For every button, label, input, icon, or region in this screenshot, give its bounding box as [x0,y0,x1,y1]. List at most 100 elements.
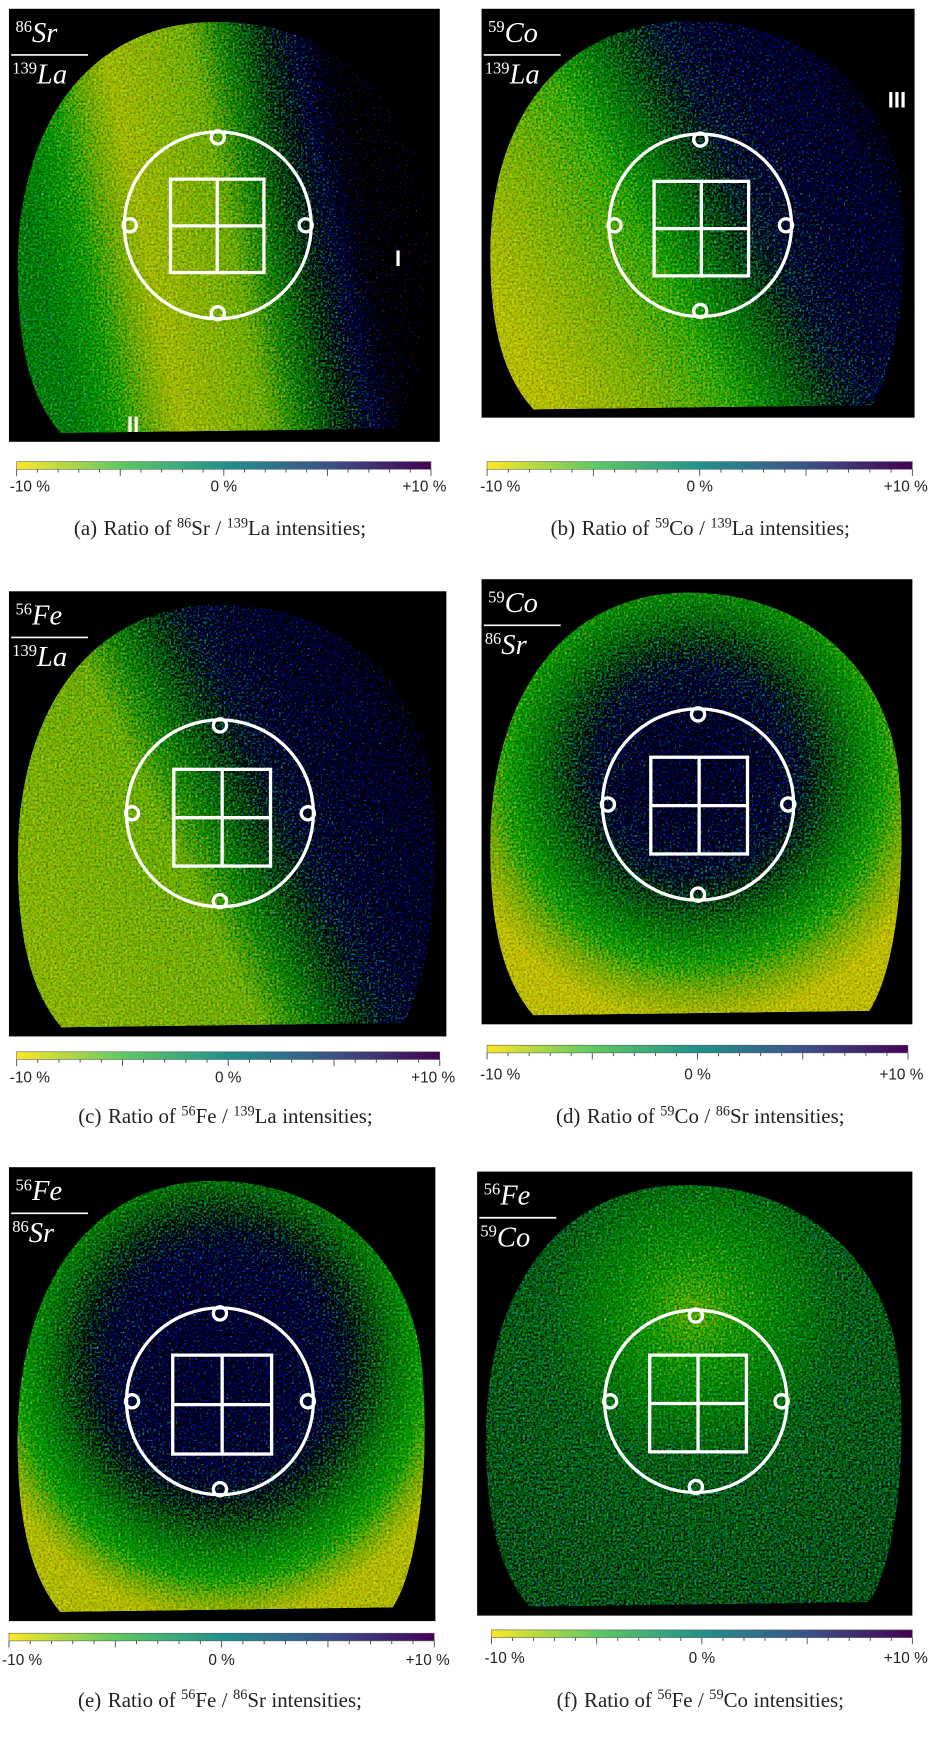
caption-text: Ratio of [587,1104,655,1128]
caption-tag: (d) [556,1104,580,1128]
notch [211,892,229,910]
colorbar [16,1051,441,1060]
element: Fe [31,600,62,631]
notch [299,1393,317,1410]
notch [687,1478,705,1496]
caption-text: Ratio of [584,1688,652,1712]
colorbar-label: 0 % [215,1070,242,1087]
notch [211,717,229,734]
colorbar [16,461,432,470]
region-label: I [395,246,401,271]
element: La [255,1104,277,1128]
mass-number: 86 [177,516,191,532]
fraction-denominator: 86Sr [485,629,528,661]
notch [779,796,797,813]
caption-tag: (c) [78,1104,101,1128]
mass-number: 59 [488,17,504,36]
notch [773,1393,790,1410]
separator: / [699,516,705,540]
colorbar-label: -10 % [10,1070,50,1087]
fraction-numerator: 59Co [488,17,538,49]
caption-tag: (e) [78,1688,101,1712]
element: Co [497,1222,530,1253]
colorbar-label: 0 % [684,1066,711,1083]
element: Sr [191,516,210,540]
fraction-denominator: 139La [12,641,67,673]
notch [209,129,227,146]
mass-number: 59 [655,516,669,532]
element: Sr [32,18,58,49]
caption: (e) Ratio of 56Fe/ 86Sr intensities; [78,1687,362,1712]
element: La [248,516,270,540]
mass-number: 86 [233,1687,247,1703]
mass-number: 56 [16,599,32,618]
element: La [36,60,67,91]
notch [123,1393,141,1410]
notch [692,302,709,320]
colorbar-label: 0 % [686,478,713,495]
element: Co [505,588,538,619]
mass-number: 56 [657,1687,671,1703]
mass-number: 56 [484,1180,500,1199]
caption-text: Ratio of [104,516,172,540]
caption-text: intensities; [753,1688,843,1712]
element: Co [669,516,693,540]
mass-number: 59 [480,1221,496,1240]
caption: (c) Ratio of 56Fe/ 139La intensities; [78,1104,372,1129]
element: Co [724,1688,748,1712]
caption-text: intensities; [276,516,366,540]
fraction-numerator: 59Co [488,587,538,619]
notch [121,217,139,234]
colorbar-label: -10 % [10,478,50,495]
colorbar-label: +10 % [406,1652,450,1669]
notch [606,217,623,234]
caption-text: intensities; [271,1688,361,1712]
caption: (d) Ratio of 59Co/ 86Sr intensities; [556,1104,844,1129]
notch [689,886,707,903]
fraction-denominator: 59Co [480,1221,530,1253]
element: Co [505,18,538,49]
mass-number: 59 [488,587,504,606]
colorbar-label: +10 % [884,1650,928,1667]
notch [692,131,709,148]
intensity-map [485,1184,902,1607]
colorbar-label: 0 % [211,478,238,495]
caption: (a) Ratio of 86Sr/ 139La intensities; [74,516,366,541]
separator: / [222,1688,228,1712]
element: Sr [501,630,527,661]
fraction-numerator: 56Fe [16,599,63,631]
caption-text: intensities; [759,516,849,540]
fraction-denominator: 139La [12,59,67,91]
mass-number: 56 [181,1687,195,1703]
notch [299,805,317,822]
region-label: II [127,412,139,437]
notch [599,796,617,813]
mass-number: 139 [12,641,37,660]
element: Sr [247,1688,266,1712]
fraction-denominator: 86Sr [12,1217,55,1249]
fraction-numerator: 56Fe [484,1180,531,1212]
colorbar-label: +10 % [879,1066,923,1083]
mass-number: 86 [16,17,32,36]
mass-number: 56 [181,1104,195,1120]
region-label: III [888,88,906,113]
separator: / [215,516,221,540]
caption: (b) Ratio of 59Co/ 139La intensities; [551,516,850,541]
element: Fe [196,1104,217,1128]
mass-number: 86 [12,1217,28,1236]
element: Fe [31,1176,62,1207]
colorbar-label: -10 % [485,1650,525,1667]
mass-number: 139 [485,59,510,78]
element: Co [675,1104,699,1128]
caption-tag: (b) [551,516,575,540]
notch [601,1393,619,1410]
element: Sr [29,1218,55,1249]
separator: / [222,1104,228,1128]
